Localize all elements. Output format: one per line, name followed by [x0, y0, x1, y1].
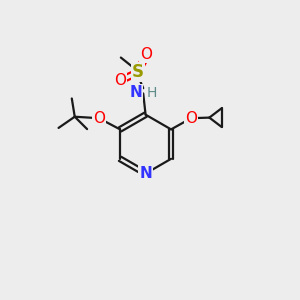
Text: O: O: [185, 111, 197, 126]
Text: O: O: [114, 73, 126, 88]
Text: H: H: [147, 85, 157, 100]
Text: O: O: [93, 111, 105, 126]
Text: S: S: [132, 63, 144, 81]
Text: N: N: [139, 166, 152, 181]
Text: O: O: [140, 47, 152, 62]
Text: N: N: [130, 85, 142, 100]
